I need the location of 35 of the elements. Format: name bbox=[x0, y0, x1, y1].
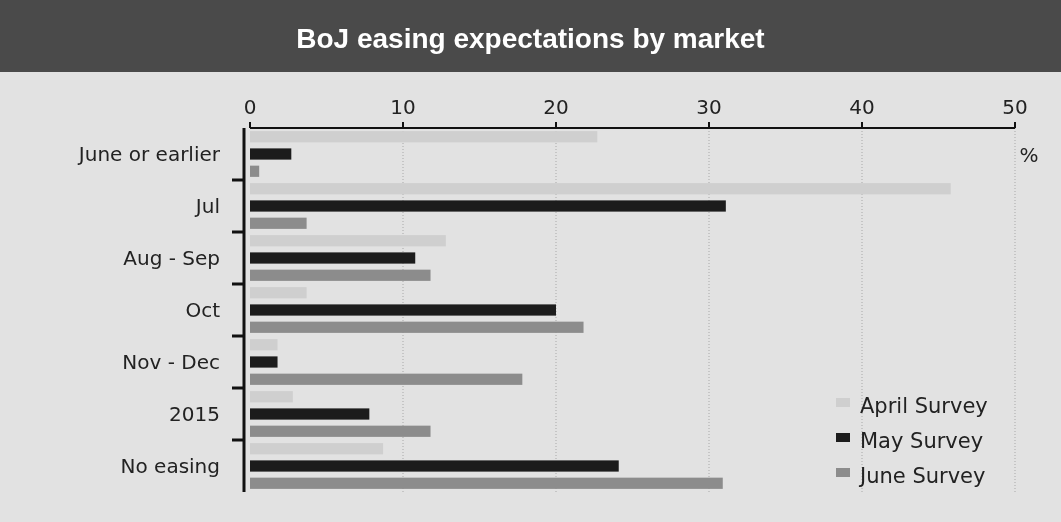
bar bbox=[250, 148, 292, 160]
x-tick-label: 50 bbox=[1002, 95, 1028, 119]
bar bbox=[250, 460, 619, 472]
x-tick-label: 30 bbox=[696, 95, 722, 119]
x-tick-label: 0 bbox=[243, 95, 257, 119]
bar bbox=[250, 183, 951, 195]
legend-label: April Survey bbox=[860, 394, 988, 418]
x-tick-label: 20 bbox=[543, 95, 569, 119]
bar bbox=[250, 356, 278, 368]
y-tick-label: No easing bbox=[120, 454, 220, 478]
bar bbox=[250, 269, 431, 281]
y-tick-label: Nov - Dec bbox=[122, 350, 220, 374]
bar bbox=[250, 321, 584, 333]
x-axis-title: % bbox=[1019, 143, 1039, 167]
legend-label: May Survey bbox=[860, 429, 984, 453]
legend-label: June Survey bbox=[858, 464, 986, 488]
y-tick-label: 2015 bbox=[169, 402, 220, 426]
chart-title: BoJ easing expectations by market bbox=[296, 23, 765, 54]
bar bbox=[250, 477, 723, 489]
bar bbox=[250, 408, 370, 420]
bar bbox=[250, 425, 431, 437]
bar bbox=[250, 252, 416, 264]
bar bbox=[250, 165, 260, 177]
bar bbox=[250, 217, 307, 229]
bar bbox=[250, 131, 598, 143]
x-tick-label: 40 bbox=[849, 95, 875, 119]
x-tick-label: 10 bbox=[390, 95, 416, 119]
y-tick-label: Oct bbox=[185, 298, 221, 322]
y-tick-label: Aug - Sep bbox=[123, 246, 220, 270]
bar bbox=[250, 304, 556, 316]
bar bbox=[250, 373, 523, 385]
y-tick-label: June or earlier bbox=[76, 142, 221, 166]
bar bbox=[250, 235, 446, 247]
bar bbox=[250, 200, 726, 212]
y-tick-label: Jul bbox=[193, 194, 220, 218]
